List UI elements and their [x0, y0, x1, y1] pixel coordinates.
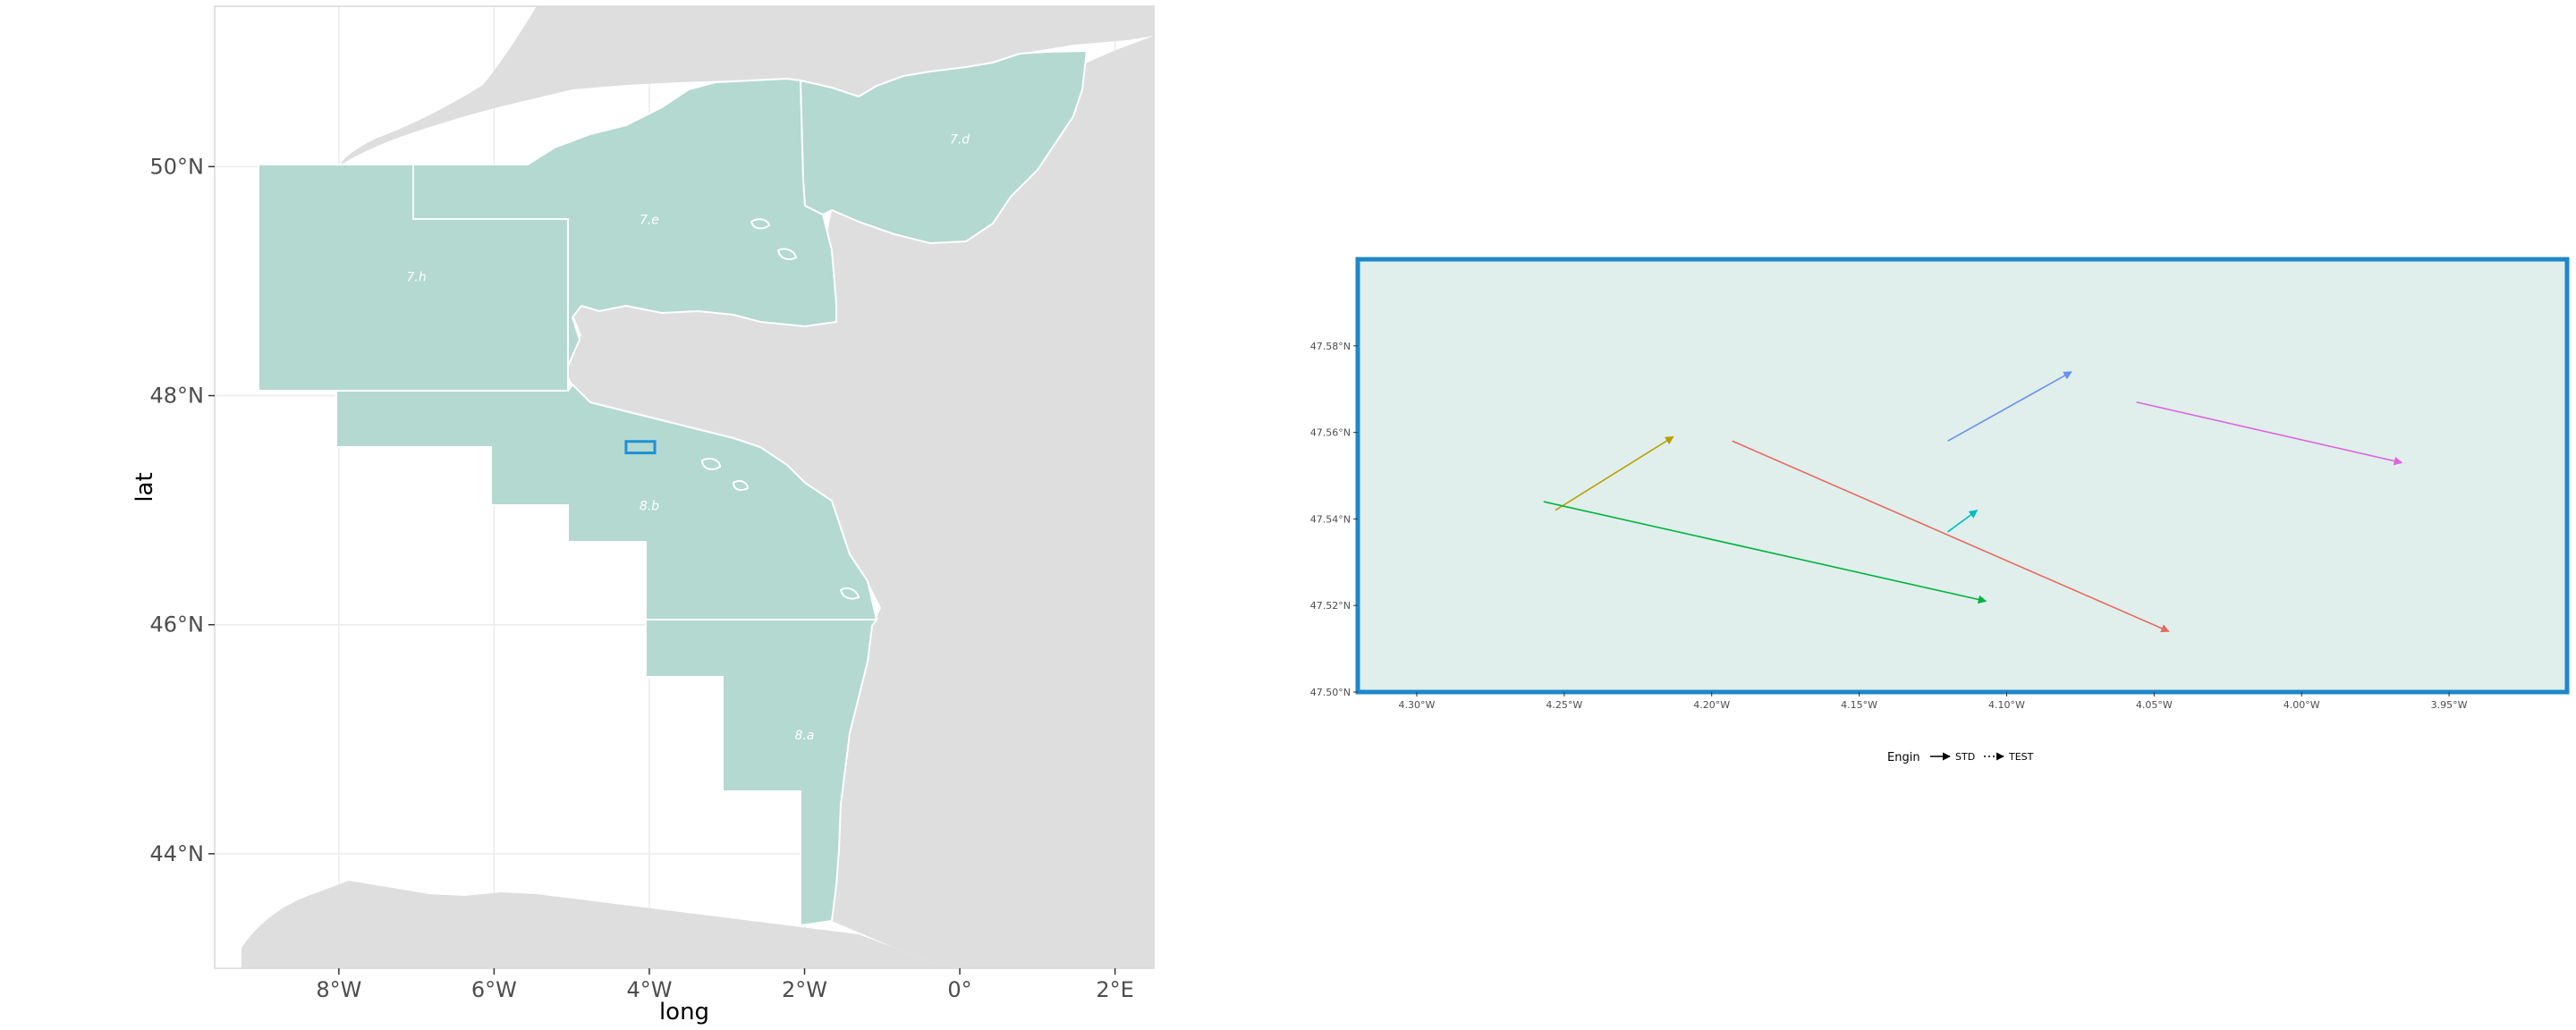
zoom-panel-frame — [1355, 257, 2570, 695]
zoom-x-axis: 4.30°W 4.25°W 4.20°W 4.15°W 4.10°W 4.05°W 4.00… — [1399, 692, 2468, 711]
map-x-tick-label: 4°W — [626, 977, 672, 1002]
trajectory-arrow — [1543, 501, 1987, 604]
map-y-tick-label: 50°N — [150, 154, 205, 179]
map-x-tick-label: 6°W — [471, 977, 517, 1002]
land-england — [340, 6, 1154, 165]
trajectory-arrows — [1543, 371, 2403, 633]
zoom-x-tick-label: 4.10°W — [1988, 699, 2025, 711]
zoom-x-tick-label: 4.20°W — [1693, 699, 1730, 711]
trajectory-arrow — [1947, 371, 2072, 442]
zone-8b — [335, 383, 878, 621]
map-y-tick-label: 46°N — [150, 612, 205, 637]
map-plot-border — [214, 5, 1155, 969]
zoom-area-rect — [624, 440, 657, 455]
zoom-y-tick-label: 47.58°N — [1310, 341, 1351, 352]
zoom-y-tick-label: 47.50°N — [1310, 687, 1351, 698]
zoom-y-tick-label: 47.56°N — [1310, 427, 1351, 439]
legend: Engin STD TEST — [1887, 751, 2034, 764]
land-isle-of-wight — [836, 75, 869, 90]
zoom-x-tick-label: 4.05°W — [2136, 699, 2173, 711]
map-y-tick-label: 48°N — [150, 384, 205, 409]
zone-labels: 7.h 7.e 7.d 8.b 8.a — [407, 133, 970, 743]
land-spain — [242, 881, 948, 968]
trajectory-arrow — [1732, 440, 2170, 633]
zoom-y-tick-label: 47.54°N — [1310, 513, 1351, 525]
zoom-x-tick-label: 4.30°W — [1399, 699, 1436, 711]
map-y-axis: 44°N 46°N 48°N 50°N — [150, 154, 215, 866]
map-x-tick-label: 0° — [947, 977, 971, 1002]
zone-label: 8.b — [640, 500, 659, 514]
map-x-tick-label: 2°E — [1096, 977, 1133, 1002]
zoom-x-tick-label: 4.15°W — [1841, 699, 1877, 711]
map-y-tick-label: 44°N — [150, 841, 205, 866]
map-x-tick-label: 8°W — [316, 977, 361, 1002]
map-y-axis-title: lat — [131, 472, 158, 502]
map-panel: 7.h 7.e 7.d 8.b 8.a 8°W 6°W 4°W 2°W 0° 2°E 44°N 46… — [131, 5, 1155, 1026]
zone-8a — [645, 619, 878, 927]
legend-label-test: TEST — [2008, 751, 2034, 763]
legend-title: Engin — [1887, 751, 1920, 764]
zone-label: 8.a — [795, 729, 815, 743]
zone-7d — [799, 49, 1089, 245]
ices-zones — [258, 49, 1089, 927]
trajectory-arrow — [1555, 435, 1674, 511]
legend-label-std: STD — [1955, 751, 1975, 763]
trajectory-arrow — [1947, 510, 1979, 533]
zoom-y-axis: 47.50°N 47.52°N 47.54°N 47.56°N 47.58°N — [1310, 341, 1358, 698]
map-x-axis-title: long — [659, 999, 709, 1026]
island-outlines — [700, 218, 860, 600]
zoom-y-tick-label: 47.52°N — [1310, 600, 1351, 612]
trajectory-arrow — [2136, 401, 2403, 466]
zoom-x-tick-label: 4.00°W — [2284, 699, 2320, 711]
map-x-axis: 8°W 6°W 4°W 2°W 0° 2°E — [316, 968, 1134, 1002]
zone-label: 7.e — [640, 213, 659, 227]
zone-7e — [412, 77, 837, 367]
zoom-panel: 4.30°W 4.25°W 4.20°W 4.15°W 4.10°W 4.05°W 4.00… — [1310, 257, 2570, 711]
map-x-tick-label: 2°W — [782, 977, 827, 1002]
zoom-x-tick-label: 4.25°W — [1546, 699, 1582, 711]
zone-label: 7.d — [950, 133, 970, 148]
zoom-area-highlight-box — [624, 440, 657, 455]
land-france — [555, 36, 1154, 968]
zoom-x-tick-label: 3.95°W — [2431, 699, 2468, 711]
zone-label: 7.h — [407, 270, 427, 284]
